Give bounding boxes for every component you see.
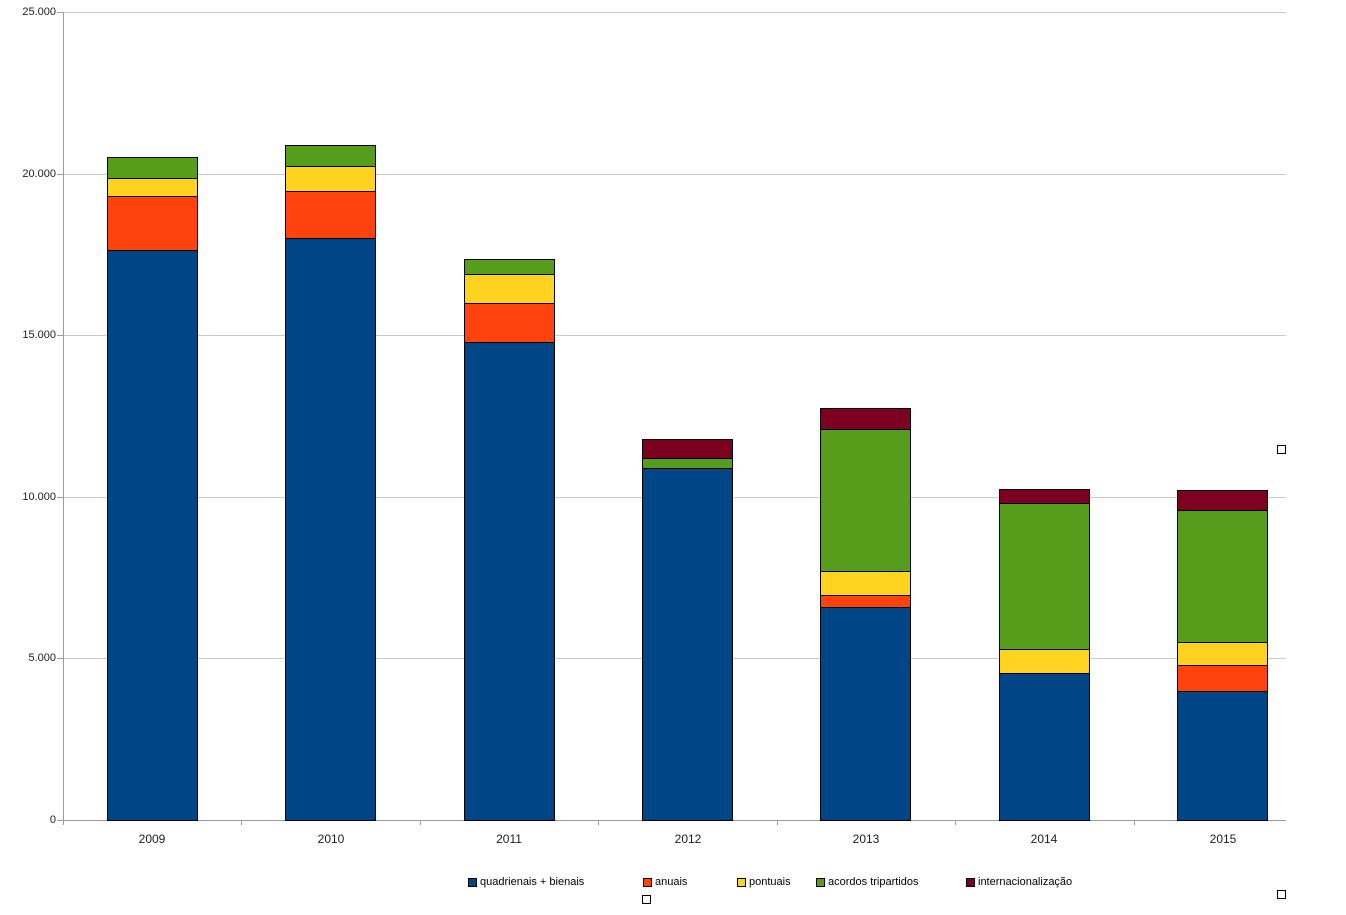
gridline-20000 bbox=[63, 174, 1286, 175]
x-axis-label-2015: 2015 bbox=[1209, 832, 1237, 846]
selection-handle-bottom-middle[interactable] bbox=[642, 895, 651, 904]
bar-segment-2014-quadrienais-bienais[interactable] bbox=[999, 673, 1090, 821]
legend-item-2[interactable]: anuais bbox=[643, 875, 687, 889]
chart-legend: quadrienais + bienais anuais pontuais acord… bbox=[0, 875, 1346, 891]
y-axis-label: 15.000 bbox=[22, 329, 56, 341]
legend-color-swatch bbox=[643, 877, 652, 887]
gridline-25000 bbox=[63, 12, 1286, 13]
bar-segment-2012-internacionaliza-o[interactable] bbox=[642, 439, 733, 459]
gridline-15000 bbox=[63, 335, 1286, 336]
x-tick bbox=[63, 820, 64, 825]
x-tick bbox=[420, 820, 421, 825]
legend-label: acordos tripartidos bbox=[828, 876, 919, 888]
y-tick bbox=[57, 335, 63, 336]
x-axis-label-2011: 2011 bbox=[496, 832, 522, 846]
bar-segment-2013-anuais[interactable] bbox=[820, 595, 911, 608]
bar-segment-2014-pontuais[interactable] bbox=[999, 649, 1090, 674]
y-axis-label: 0 bbox=[49, 814, 56, 826]
legend-label: internacionalização bbox=[978, 876, 1073, 888]
y-axis-label: 20.000 bbox=[22, 168, 56, 180]
bar-segment-2009-pontuais[interactable] bbox=[107, 178, 198, 197]
bar-segment-2013-quadrienais-bienais[interactable] bbox=[820, 607, 911, 821]
legend-item-4[interactable]: acordos tripartidos bbox=[816, 875, 919, 889]
bar-segment-2011-acordos-tripartidos[interactable] bbox=[464, 259, 555, 275]
bar-segment-2013-internacionaliza-o[interactable] bbox=[820, 408, 911, 430]
bar-segment-2009-acordos-tripartidos[interactable] bbox=[107, 157, 198, 179]
bar-segment-2015-quadrienais-bienais[interactable] bbox=[1177, 691, 1268, 821]
y-axis-label: 5.000 bbox=[28, 652, 56, 664]
bar-segment-2013-acordos-tripartidos[interactable] bbox=[820, 429, 911, 572]
legend-color-swatch bbox=[468, 877, 477, 887]
legend-color-swatch bbox=[816, 877, 825, 887]
bar-segment-2011-quadrienais-bienais[interactable] bbox=[464, 342, 555, 821]
bar-segment-2015-internacionaliza-o[interactable] bbox=[1177, 490, 1268, 511]
x-axis-label-2012: 2012 bbox=[674, 832, 702, 846]
bar-segment-2009-anuais[interactable] bbox=[107, 196, 198, 251]
legend-item-5[interactable]: internacionalização bbox=[966, 875, 1072, 889]
x-axis-label-2010: 2010 bbox=[317, 832, 345, 846]
bar-segment-2010-anuais[interactable] bbox=[285, 191, 376, 239]
x-axis-label-2013: 2013 bbox=[852, 832, 880, 846]
x-tick bbox=[777, 820, 778, 825]
legend-label: pontuais bbox=[749, 876, 791, 888]
bar-segment-2010-pontuais[interactable] bbox=[285, 166, 376, 192]
bar-segment-2013-pontuais[interactable] bbox=[820, 571, 911, 596]
x-axis-label-2009: 2009 bbox=[138, 832, 166, 846]
bar-segment-2014-internacionaliza-o[interactable] bbox=[999, 489, 1090, 504]
x-tick bbox=[598, 820, 599, 825]
y-tick bbox=[57, 174, 63, 175]
x-tick bbox=[241, 820, 242, 825]
bar-segment-2011-pontuais[interactable] bbox=[464, 274, 555, 304]
legend-label: quadrienais + bienais bbox=[480, 876, 585, 888]
y-axis-label: 10.000 bbox=[22, 491, 56, 503]
y-axis-line bbox=[63, 12, 64, 821]
bar-segment-2015-pontuais[interactable] bbox=[1177, 642, 1268, 666]
legend-item-3[interactable]: pontuais bbox=[737, 875, 791, 889]
y-tick bbox=[57, 658, 63, 659]
selection-handle-right-middle[interactable] bbox=[1277, 445, 1286, 454]
x-tick bbox=[955, 820, 956, 825]
legend-item-1[interactable]: quadrienais + bienais bbox=[468, 875, 584, 889]
x-tick bbox=[1134, 820, 1135, 825]
bar-segment-2012-acordos-tripartidos[interactable] bbox=[642, 458, 733, 469]
selection-handle-bottom-right[interactable] bbox=[1277, 890, 1286, 899]
bar-segment-2010-acordos-tripartidos[interactable] bbox=[285, 145, 376, 167]
y-axis-label: 25.000 bbox=[22, 6, 56, 18]
bar-segment-2014-acordos-tripartidos[interactable] bbox=[999, 503, 1090, 650]
legend-label: anuais bbox=[655, 876, 688, 888]
y-tick bbox=[57, 497, 63, 498]
bar-segment-2015-acordos-tripartidos[interactable] bbox=[1177, 510, 1268, 643]
legend-color-swatch bbox=[737, 877, 746, 887]
bar-segment-2009-quadrienais-bienais[interactable] bbox=[107, 250, 198, 821]
legend-color-swatch bbox=[966, 877, 975, 887]
x-axis-label-2014: 2014 bbox=[1030, 832, 1058, 846]
bar-segment-2010-quadrienais-bienais[interactable] bbox=[285, 238, 376, 821]
bar-segment-2015-anuais[interactable] bbox=[1177, 665, 1268, 692]
y-tick bbox=[57, 820, 63, 821]
bar-segment-2011-anuais[interactable] bbox=[464, 303, 555, 343]
bar-segment-2012-quadrienais-bienais[interactable] bbox=[642, 468, 733, 821]
y-tick bbox=[57, 12, 63, 13]
